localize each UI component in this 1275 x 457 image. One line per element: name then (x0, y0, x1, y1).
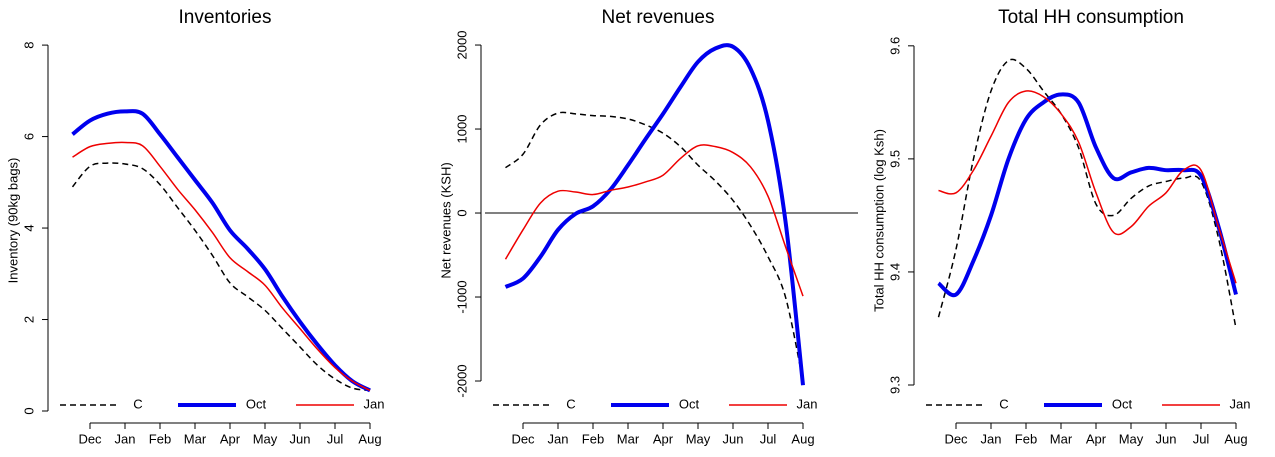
series-line (938, 90, 1237, 284)
y-axis-label: Total HH consumption (log Ksh) (871, 129, 886, 312)
legend-label: Jan (364, 396, 385, 411)
legend-label: C (999, 396, 1008, 411)
x-tick-label: Jun (290, 431, 311, 446)
x-tick-label: Apr (220, 431, 241, 446)
x-tick-label: Feb (1015, 431, 1037, 446)
x-tick-label: Aug (358, 431, 381, 446)
x-tick-label: Jul (1193, 431, 1210, 446)
x-tick-label: Mar (1050, 431, 1073, 446)
y-axis-label: Inventory (90kg bags) (5, 158, 20, 284)
x-tick-label: Feb (149, 431, 171, 446)
series-line (72, 141, 371, 392)
y-tick-label: 9.6 (887, 37, 902, 55)
x-tick-label: Jul (760, 431, 777, 446)
x-tick-label: Jan (115, 431, 136, 446)
series-line (71, 162, 371, 392)
legend-label: Oct (246, 396, 267, 411)
x-tick-label: May (686, 431, 711, 446)
y-tick-label: 4 (21, 224, 36, 231)
x-tick-label: Jan (981, 431, 1002, 446)
legend-label: Oct (679, 396, 700, 411)
y-tick-label: 0 (21, 407, 36, 414)
y-tick-label: 9.5 (887, 150, 902, 168)
y-axis-label: Net revenues (KSH) (438, 162, 453, 278)
series-line (504, 144, 804, 297)
chart-title: Total HH consumption (998, 7, 1184, 28)
series-line (937, 92, 1238, 298)
x-tick-label: May (1119, 431, 1144, 446)
x-tick-label: May (253, 431, 278, 446)
x-tick-label: Apr (653, 431, 674, 446)
series-line (71, 109, 371, 393)
y-tick-label: 2000 (454, 31, 469, 60)
x-tick-label: Dec (511, 431, 535, 446)
x-tick-label: Apr (1086, 431, 1107, 446)
legend-label: C (566, 396, 575, 411)
series-line (937, 58, 1237, 329)
x-tick-label: Jan (548, 431, 569, 446)
y-tick-label: 9.4 (887, 263, 902, 281)
x-tick-label: Dec (78, 431, 102, 446)
x-tick-label: Dec (944, 431, 968, 446)
legend-label: Oct (1112, 396, 1133, 411)
y-tick-label: 0 (454, 209, 469, 216)
x-tick-label: Feb (582, 431, 604, 446)
y-tick-label: 1000 (454, 115, 469, 144)
legend-label: Jan (1230, 396, 1251, 411)
x-tick-label: Aug (1224, 431, 1247, 446)
x-tick-label: Jun (723, 431, 744, 446)
x-tick-label: Jul (327, 431, 344, 446)
y-tick-label: 2 (21, 316, 36, 323)
y-tick-label: 9.3 (887, 376, 902, 394)
legend-label: Jan (797, 396, 818, 411)
legend-label: C (133, 396, 142, 411)
y-tick-label: 8 (21, 41, 36, 48)
series-line (505, 111, 804, 382)
y-tick-label: -2000 (454, 364, 469, 397)
x-tick-label: Aug (791, 431, 814, 446)
y-tick-label: -1000 (454, 280, 469, 313)
x-tick-label: Jun (1156, 431, 1177, 446)
chart-title: Net revenues (601, 7, 714, 28)
series-line (504, 43, 805, 386)
y-tick-label: 6 (21, 133, 36, 140)
x-tick-label: Mar (184, 431, 207, 446)
x-tick-label: Mar (617, 431, 640, 446)
chart-title: Inventories (179, 7, 272, 28)
